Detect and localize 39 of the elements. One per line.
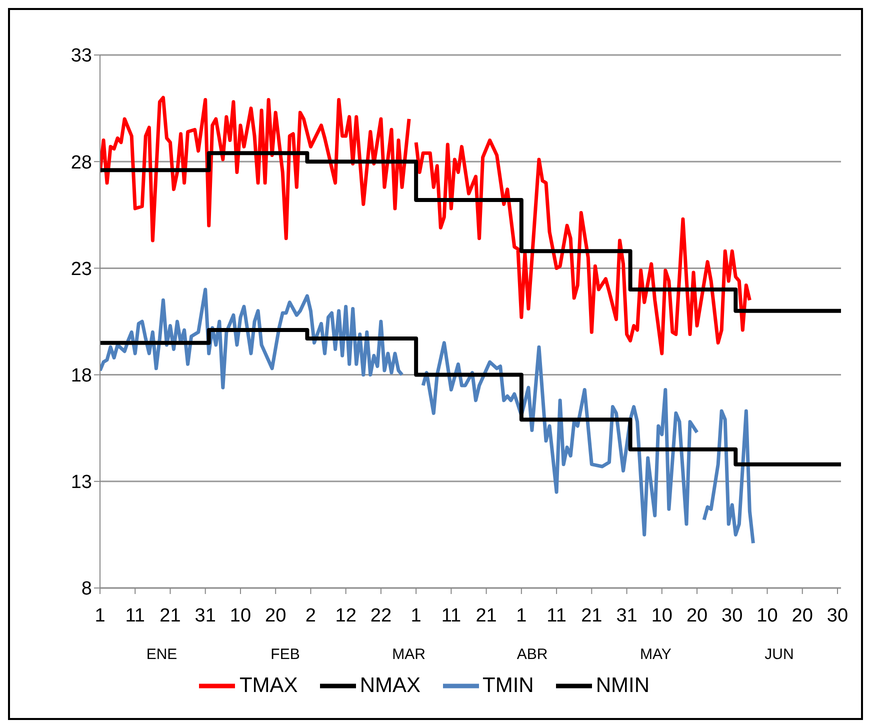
x-tick-label: 31 xyxy=(616,605,638,626)
x-tick-label: 31 xyxy=(194,605,216,626)
text: FEB xyxy=(270,646,301,663)
x-tick-label: 11 xyxy=(441,605,462,626)
text: ABR xyxy=(516,646,549,663)
x-tick-label: 11 xyxy=(546,605,566,626)
y-tick-label: 28 xyxy=(70,152,92,174)
x-tick-label: 11 xyxy=(125,605,145,626)
x-tick-label: 10 xyxy=(230,605,252,626)
x-tick-label: 21 xyxy=(581,605,602,626)
legend-label: TMIN xyxy=(482,674,534,697)
text: MAR xyxy=(391,646,426,663)
y-tick-label: 33 xyxy=(70,46,92,67)
x-tick-label: 10 xyxy=(756,605,778,626)
legend-label: NMIN xyxy=(596,674,650,697)
y-tick-label: 13 xyxy=(70,472,92,494)
text: JUN xyxy=(764,646,795,663)
x-tick-label: 12 xyxy=(335,605,356,626)
y-tick-label: 18 xyxy=(70,366,92,387)
x-tick-label: 10 xyxy=(651,605,672,626)
y-tick-label: 8 xyxy=(81,578,92,600)
x-tick-label: 20 xyxy=(686,605,708,626)
text: ENE xyxy=(145,646,178,663)
x-tick-label: 1 xyxy=(516,605,527,626)
x-tick-label: 2 xyxy=(305,605,316,626)
x-tick-label: 21 xyxy=(476,605,497,626)
x-tick-label: 20 xyxy=(265,605,286,626)
x-tick-label: 22 xyxy=(370,605,392,626)
x-tick-label: 30 xyxy=(722,605,743,626)
text: MAY xyxy=(639,646,672,663)
legend-label: NMAX xyxy=(360,674,421,697)
x-tick-label: 30 xyxy=(826,605,848,626)
x-tick-label: 1 xyxy=(410,605,422,626)
legend-label: TMAX xyxy=(239,674,298,697)
x-tick-label: 1 xyxy=(94,605,106,626)
y-tick-label: 23 xyxy=(70,258,92,280)
x-tick-label: 20 xyxy=(792,605,813,626)
x-tick-label: 21 xyxy=(160,605,181,626)
chart-frame: TMAX NMAX TMIN NMIN 1 11 21 31 10 20 2 12 22 1 11 21 1 11 21 31 10 20 30 10 20 30 8 13 18 23 28 33 ENE FEB MAR ABR MAY JUN xyxy=(8,8,863,720)
